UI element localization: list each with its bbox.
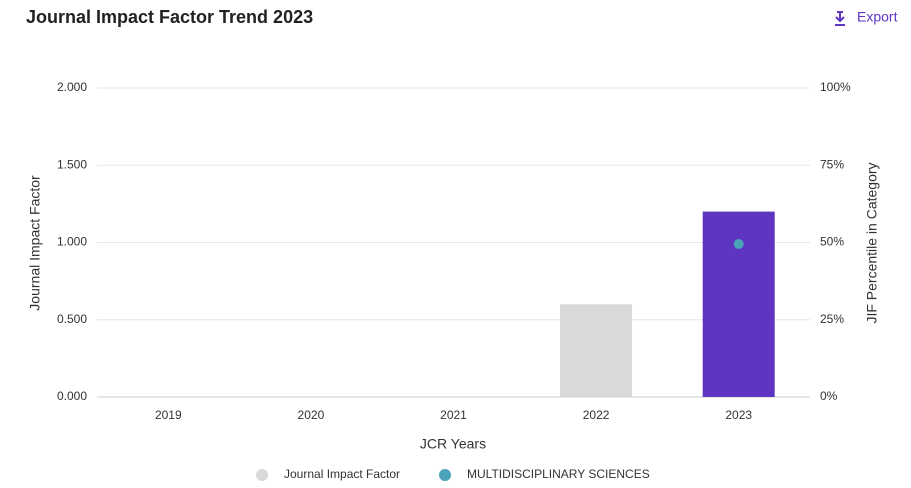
- export-label[interactable]: Export: [857, 9, 898, 25]
- x-tick-label: 2023: [725, 408, 752, 422]
- y-tick-label: 0.000: [57, 389, 87, 403]
- legend-label[interactable]: Journal Impact Factor: [284, 467, 400, 481]
- chart-title: Journal Impact Factor Trend 2023: [26, 7, 313, 27]
- y-tick-label: 0.500: [57, 312, 87, 326]
- legend-label[interactable]: MULTIDISCIPLINARY SCIENCES: [467, 467, 650, 481]
- x-tick-label: 2022: [583, 408, 610, 422]
- x-tick-label: 2021: [440, 408, 467, 422]
- export-icon: [835, 11, 845, 26]
- y2-tick-label: 100%: [820, 80, 851, 94]
- y2-tick-label: 25%: [820, 312, 844, 326]
- y2-axis-title: JIF Percentile in Category: [864, 162, 880, 323]
- x-tick-label: 2019: [155, 408, 182, 422]
- bar: [560, 304, 633, 397]
- y2-tick-label: 50%: [820, 235, 844, 249]
- x-axis-title: JCR Years: [420, 436, 486, 452]
- point: [733, 239, 744, 250]
- export-button[interactable]: Export: [835, 9, 898, 26]
- y-tick-label: 2.000: [57, 80, 87, 94]
- y-tick-label: 1.500: [57, 157, 87, 171]
- legend-swatch: [439, 469, 451, 481]
- y2-tick-label: 0%: [820, 389, 838, 403]
- x-tick-label: 2020: [298, 408, 325, 422]
- y2-tick-label: 75%: [820, 157, 844, 171]
- legend-swatch: [256, 469, 268, 481]
- y-tick-label: 1.000: [57, 235, 87, 249]
- y-axis-title: Journal Impact Factor: [27, 175, 43, 311]
